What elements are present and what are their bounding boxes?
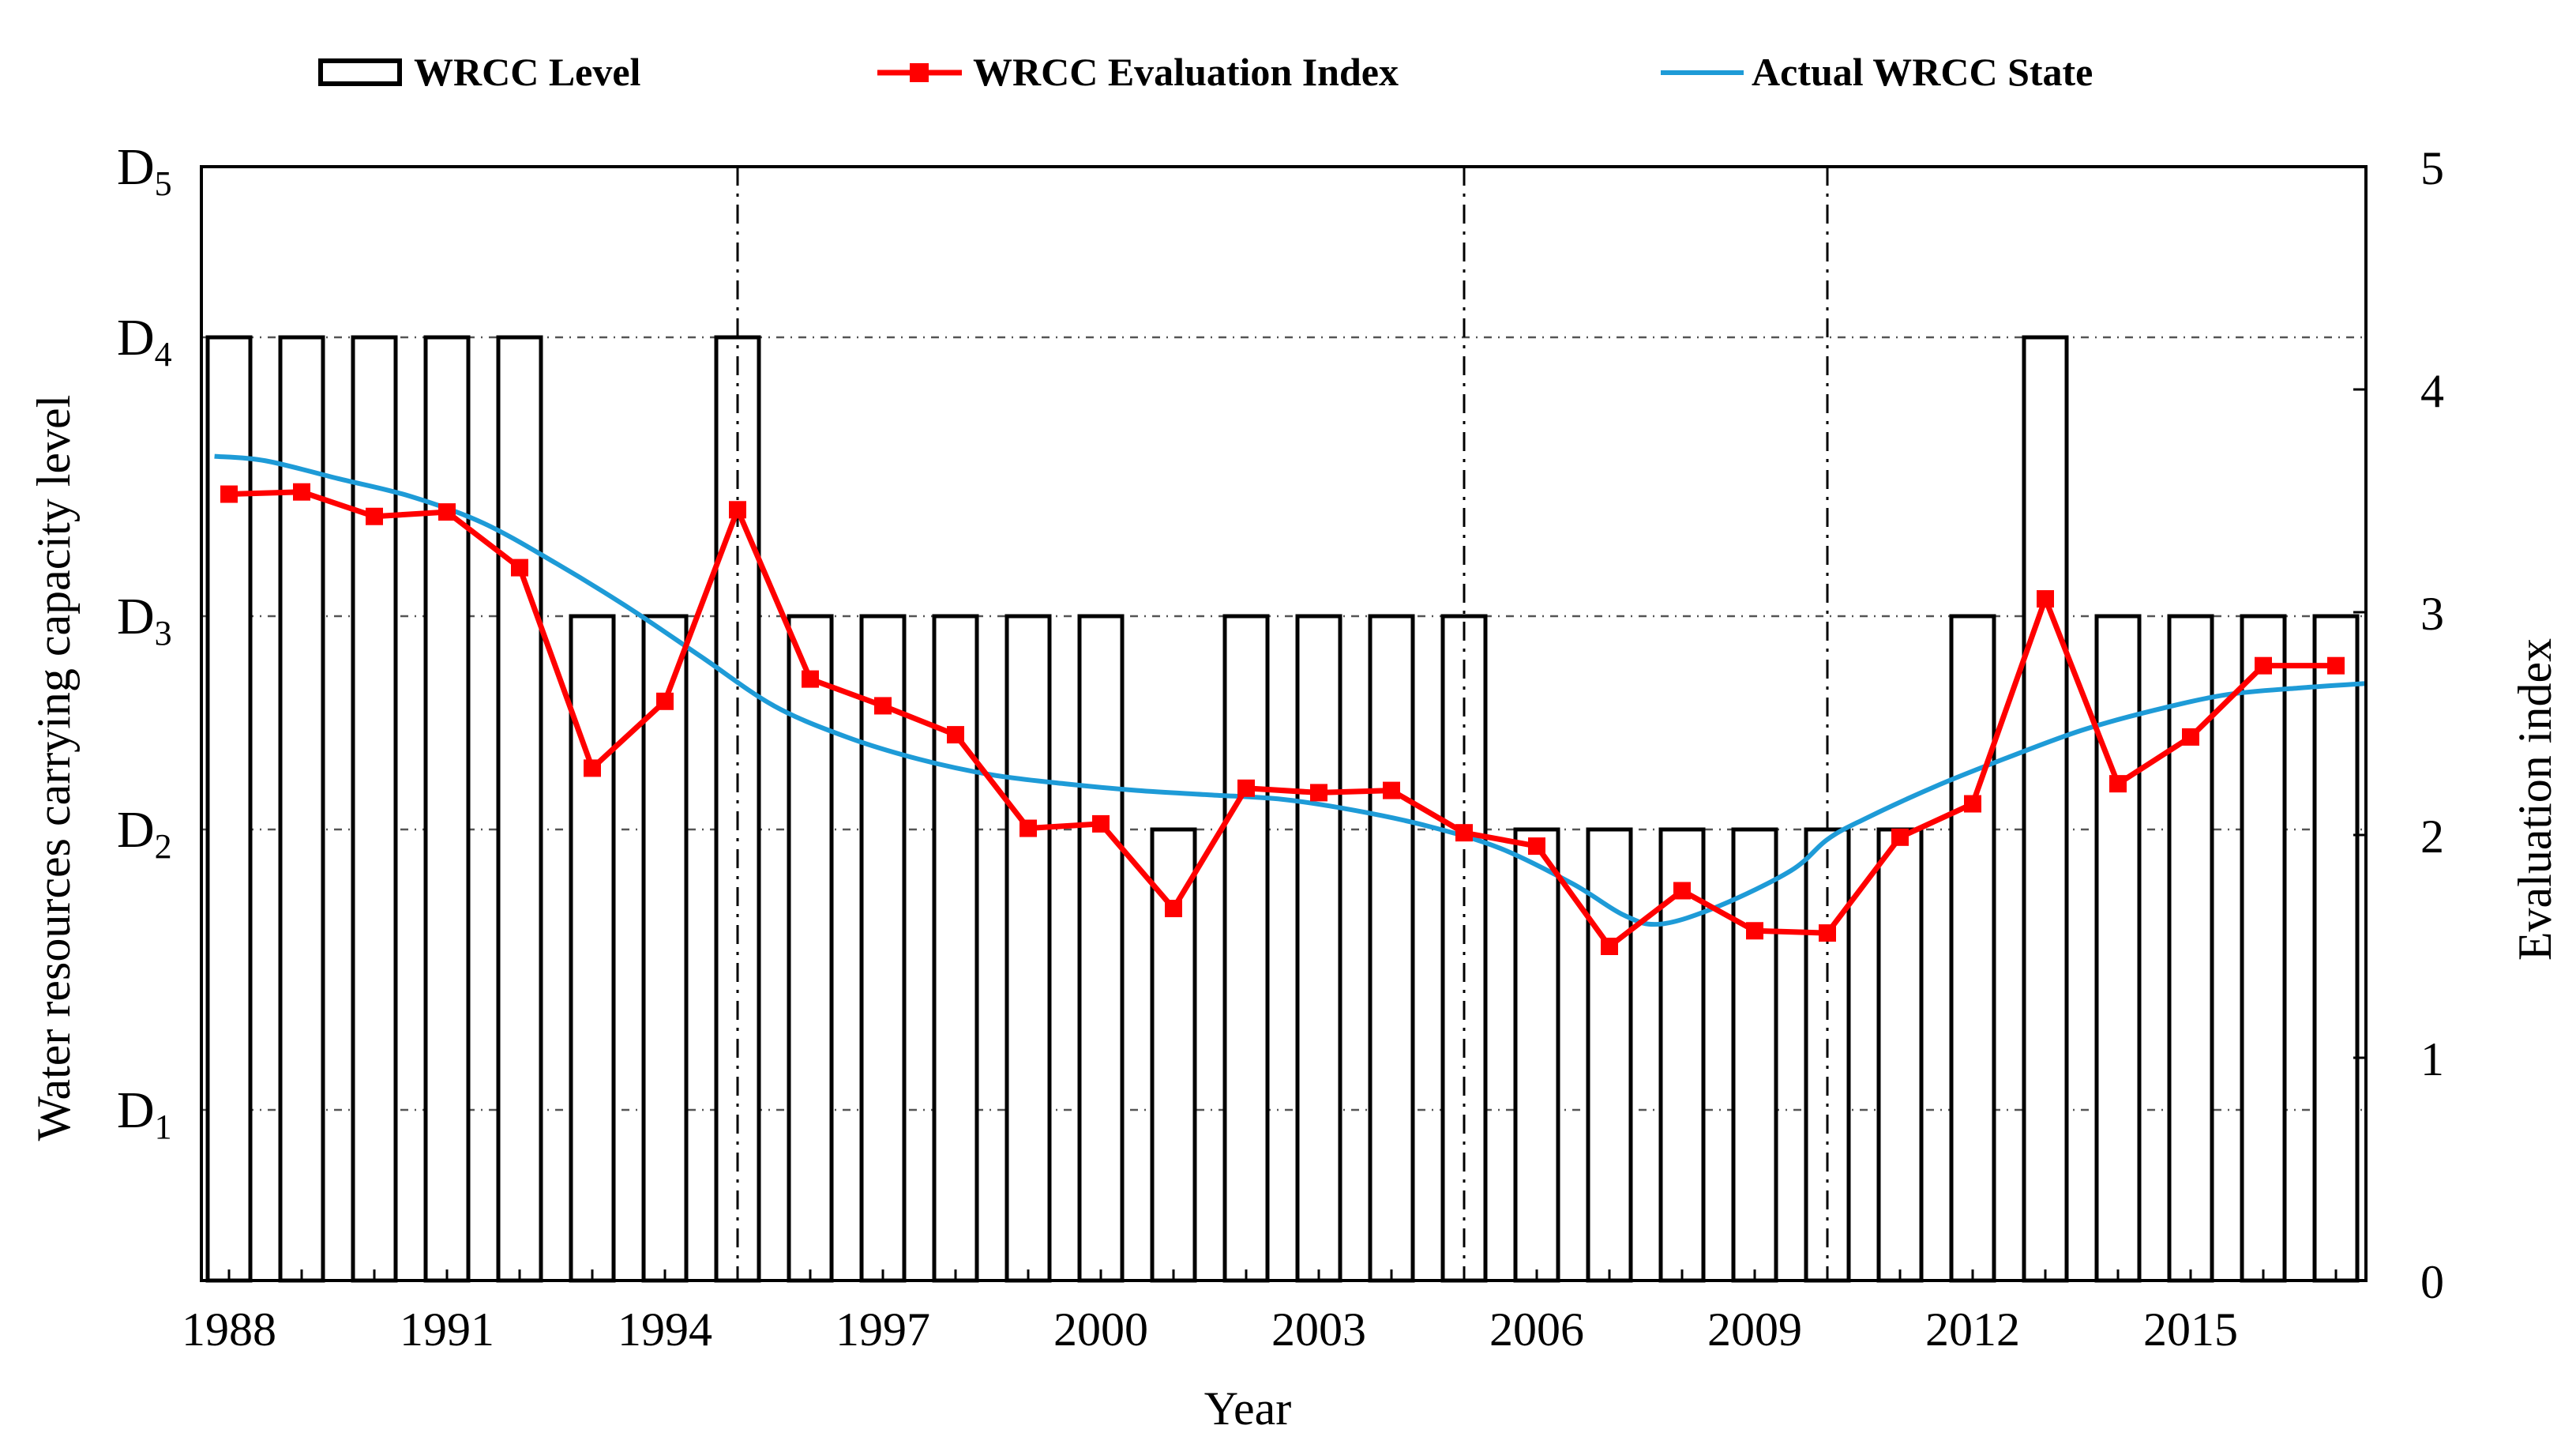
wrcc-level-bar bbox=[1004, 614, 1052, 1283]
wrcc-level-bars bbox=[205, 335, 2360, 1283]
wrcc-evaluation-index-point bbox=[656, 692, 674, 710]
wrcc-evaluation-index-point bbox=[729, 501, 746, 519]
wrcc-level-bar bbox=[1150, 827, 1197, 1283]
wrcc-evaluation-index-point bbox=[802, 670, 819, 688]
wrcc-evaluation-index-point bbox=[2109, 775, 2127, 793]
x-tick-label: 2015 bbox=[2143, 1303, 2238, 1356]
plot-frame bbox=[200, 165, 2368, 1282]
wrcc-level-bar bbox=[2094, 614, 2142, 1283]
wrcc-level-bar bbox=[278, 335, 325, 1283]
x-tick-label: 1988 bbox=[182, 1303, 276, 1356]
wrcc-level-bar bbox=[1876, 827, 1924, 1283]
wrcc-evaluation-index-point bbox=[220, 485, 238, 503]
right-axis-title: Evaluation index bbox=[2509, 638, 2561, 961]
wrcc-evaluation-index-point bbox=[2037, 590, 2054, 608]
x-axis-ticks: 1988 1991 1994 1997 2000 2003 2006 2009 2012 2015 bbox=[182, 1269, 2338, 1356]
x-tick-label: 2006 bbox=[1489, 1303, 1584, 1356]
wrcc-evaluation-index-line bbox=[228, 489, 2336, 950]
wrcc-evaluation-index-point bbox=[438, 503, 456, 521]
x-tick-label: 1991 bbox=[400, 1303, 494, 1356]
legend-label-wrcc-level: WRCC Level bbox=[414, 50, 641, 94]
wrcc-evaluation-index-point bbox=[1964, 795, 1981, 813]
wrcc-level-bar bbox=[1513, 827, 1560, 1283]
wrcc-level-bar bbox=[932, 614, 979, 1283]
wrcc-evaluation-index-point bbox=[1310, 784, 1327, 802]
wrcc-evaluation-index-point bbox=[366, 507, 383, 525]
wrcc-evaluation-index-point bbox=[1891, 828, 1909, 846]
legend-label-wrcc-evaluation-index: WRCC Evaluation Index bbox=[973, 50, 1399, 94]
wrcc-level-bar bbox=[423, 335, 471, 1283]
wrcc-level-bar bbox=[641, 614, 689, 1283]
legend-swatch-wrcc-level bbox=[318, 58, 402, 86]
wrcc-evaluation-index-point bbox=[1455, 824, 1473, 842]
wrcc-evaluation-index-point bbox=[1601, 938, 1618, 955]
wrcc-level-bar bbox=[1949, 614, 1996, 1283]
wrcc-level-bar bbox=[1222, 614, 1270, 1283]
right-tick-label: 0 bbox=[2420, 1256, 2444, 1308]
legend-swatch-marker-wrcc-evaluation-index bbox=[910, 63, 929, 82]
wrcc-evaluation-index-point bbox=[1528, 837, 1545, 856]
wrcc-level-bar bbox=[1368, 614, 1415, 1283]
x-axis-title: Year bbox=[1204, 1382, 1292, 1435]
right-tick-label: 3 bbox=[2420, 588, 2444, 640]
wrcc-level-bar bbox=[569, 614, 616, 1283]
x-tick-label: 1994 bbox=[618, 1303, 712, 1356]
wrcc-level-bar bbox=[2312, 614, 2360, 1283]
wrcc-evaluation-index-point bbox=[1673, 882, 1691, 900]
wrcc-evaluation-index-series bbox=[220, 483, 2345, 955]
wrcc-evaluation-index-point bbox=[2255, 656, 2272, 675]
wrcc-level-bar bbox=[2240, 614, 2287, 1283]
left-axis-title: Water resources carrying capacity level bbox=[28, 395, 80, 1141]
grid-lines bbox=[201, 336, 2366, 1111]
wrcc-level-bar bbox=[2022, 335, 2069, 1283]
wrcc-evaluation-index-point bbox=[1383, 781, 1400, 799]
wrcc-level-bar bbox=[859, 614, 907, 1283]
wrcc-evaluation-index-point bbox=[511, 559, 528, 577]
x-tick-label: 2003 bbox=[1271, 1303, 1366, 1356]
wrcc-level-bar bbox=[351, 335, 398, 1283]
wrcc-level-bar bbox=[1295, 614, 1342, 1283]
x-tick-label: 1997 bbox=[836, 1303, 930, 1356]
right-tick-label: 4 bbox=[2420, 365, 2444, 417]
wrcc-level-bar bbox=[2167, 614, 2214, 1283]
wrcc-evaluation-index-point bbox=[2182, 728, 2199, 746]
right-tick-label: 2 bbox=[2420, 811, 2444, 863]
wrcc-evaluation-index-point bbox=[1237, 779, 1255, 797]
wrcc-evaluation-index-point bbox=[874, 697, 892, 715]
left-level-label: D4 bbox=[117, 309, 172, 374]
wrcc-evaluation-index-point bbox=[293, 483, 310, 501]
wrcc-evaluation-index-point bbox=[947, 726, 964, 744]
x-tick-label: 2000 bbox=[1053, 1303, 1148, 1356]
legend-label-actual-wrcc-state: Actual WRCC State bbox=[1752, 50, 2093, 94]
wrcc-level-bar bbox=[496, 335, 543, 1283]
wrcc-level-bar bbox=[205, 335, 253, 1283]
wrcc-level-bar bbox=[1077, 614, 1125, 1283]
x-tick-label: 2009 bbox=[1707, 1303, 1802, 1356]
left-level-label: D1 bbox=[117, 1081, 172, 1146]
left-axis-levels: D1 D2 D3 D4 D5 bbox=[117, 138, 172, 1146]
right-tick-label: 5 bbox=[2420, 142, 2444, 194]
legend-item-actual-wrcc-state: Actual WRCC State bbox=[1661, 50, 2093, 94]
wrcc-evaluation-index-point bbox=[1746, 922, 1763, 940]
wrcc-evaluation-index-point bbox=[1092, 814, 1110, 833]
period-divider-lines bbox=[736, 167, 1829, 1281]
legend-item-wrcc-evaluation-index: WRCC Evaluation Index bbox=[877, 50, 1399, 94]
wrcc-evaluation-index-point bbox=[2327, 656, 2345, 675]
wrcc-evaluation-index-point bbox=[1819, 924, 1836, 942]
right-axis-ticks: 0 1 2 3 4 5 bbox=[2353, 142, 2444, 1308]
wrcc-evaluation-index-point bbox=[1165, 900, 1182, 918]
x-tick-label: 2012 bbox=[1925, 1303, 2020, 1356]
legend: WRCC Level WRCC Evaluation Index Actual … bbox=[318, 50, 2093, 94]
left-level-label: D5 bbox=[117, 138, 172, 203]
right-tick-label: 1 bbox=[2420, 1033, 2444, 1085]
legend-item-wrcc-level: WRCC Level bbox=[318, 50, 641, 94]
left-level-label: D3 bbox=[117, 588, 172, 653]
wrcc-evaluation-index-point bbox=[1020, 819, 1037, 837]
wrcc-evaluation-index-point bbox=[584, 759, 601, 777]
left-level-label: D2 bbox=[117, 801, 172, 866]
